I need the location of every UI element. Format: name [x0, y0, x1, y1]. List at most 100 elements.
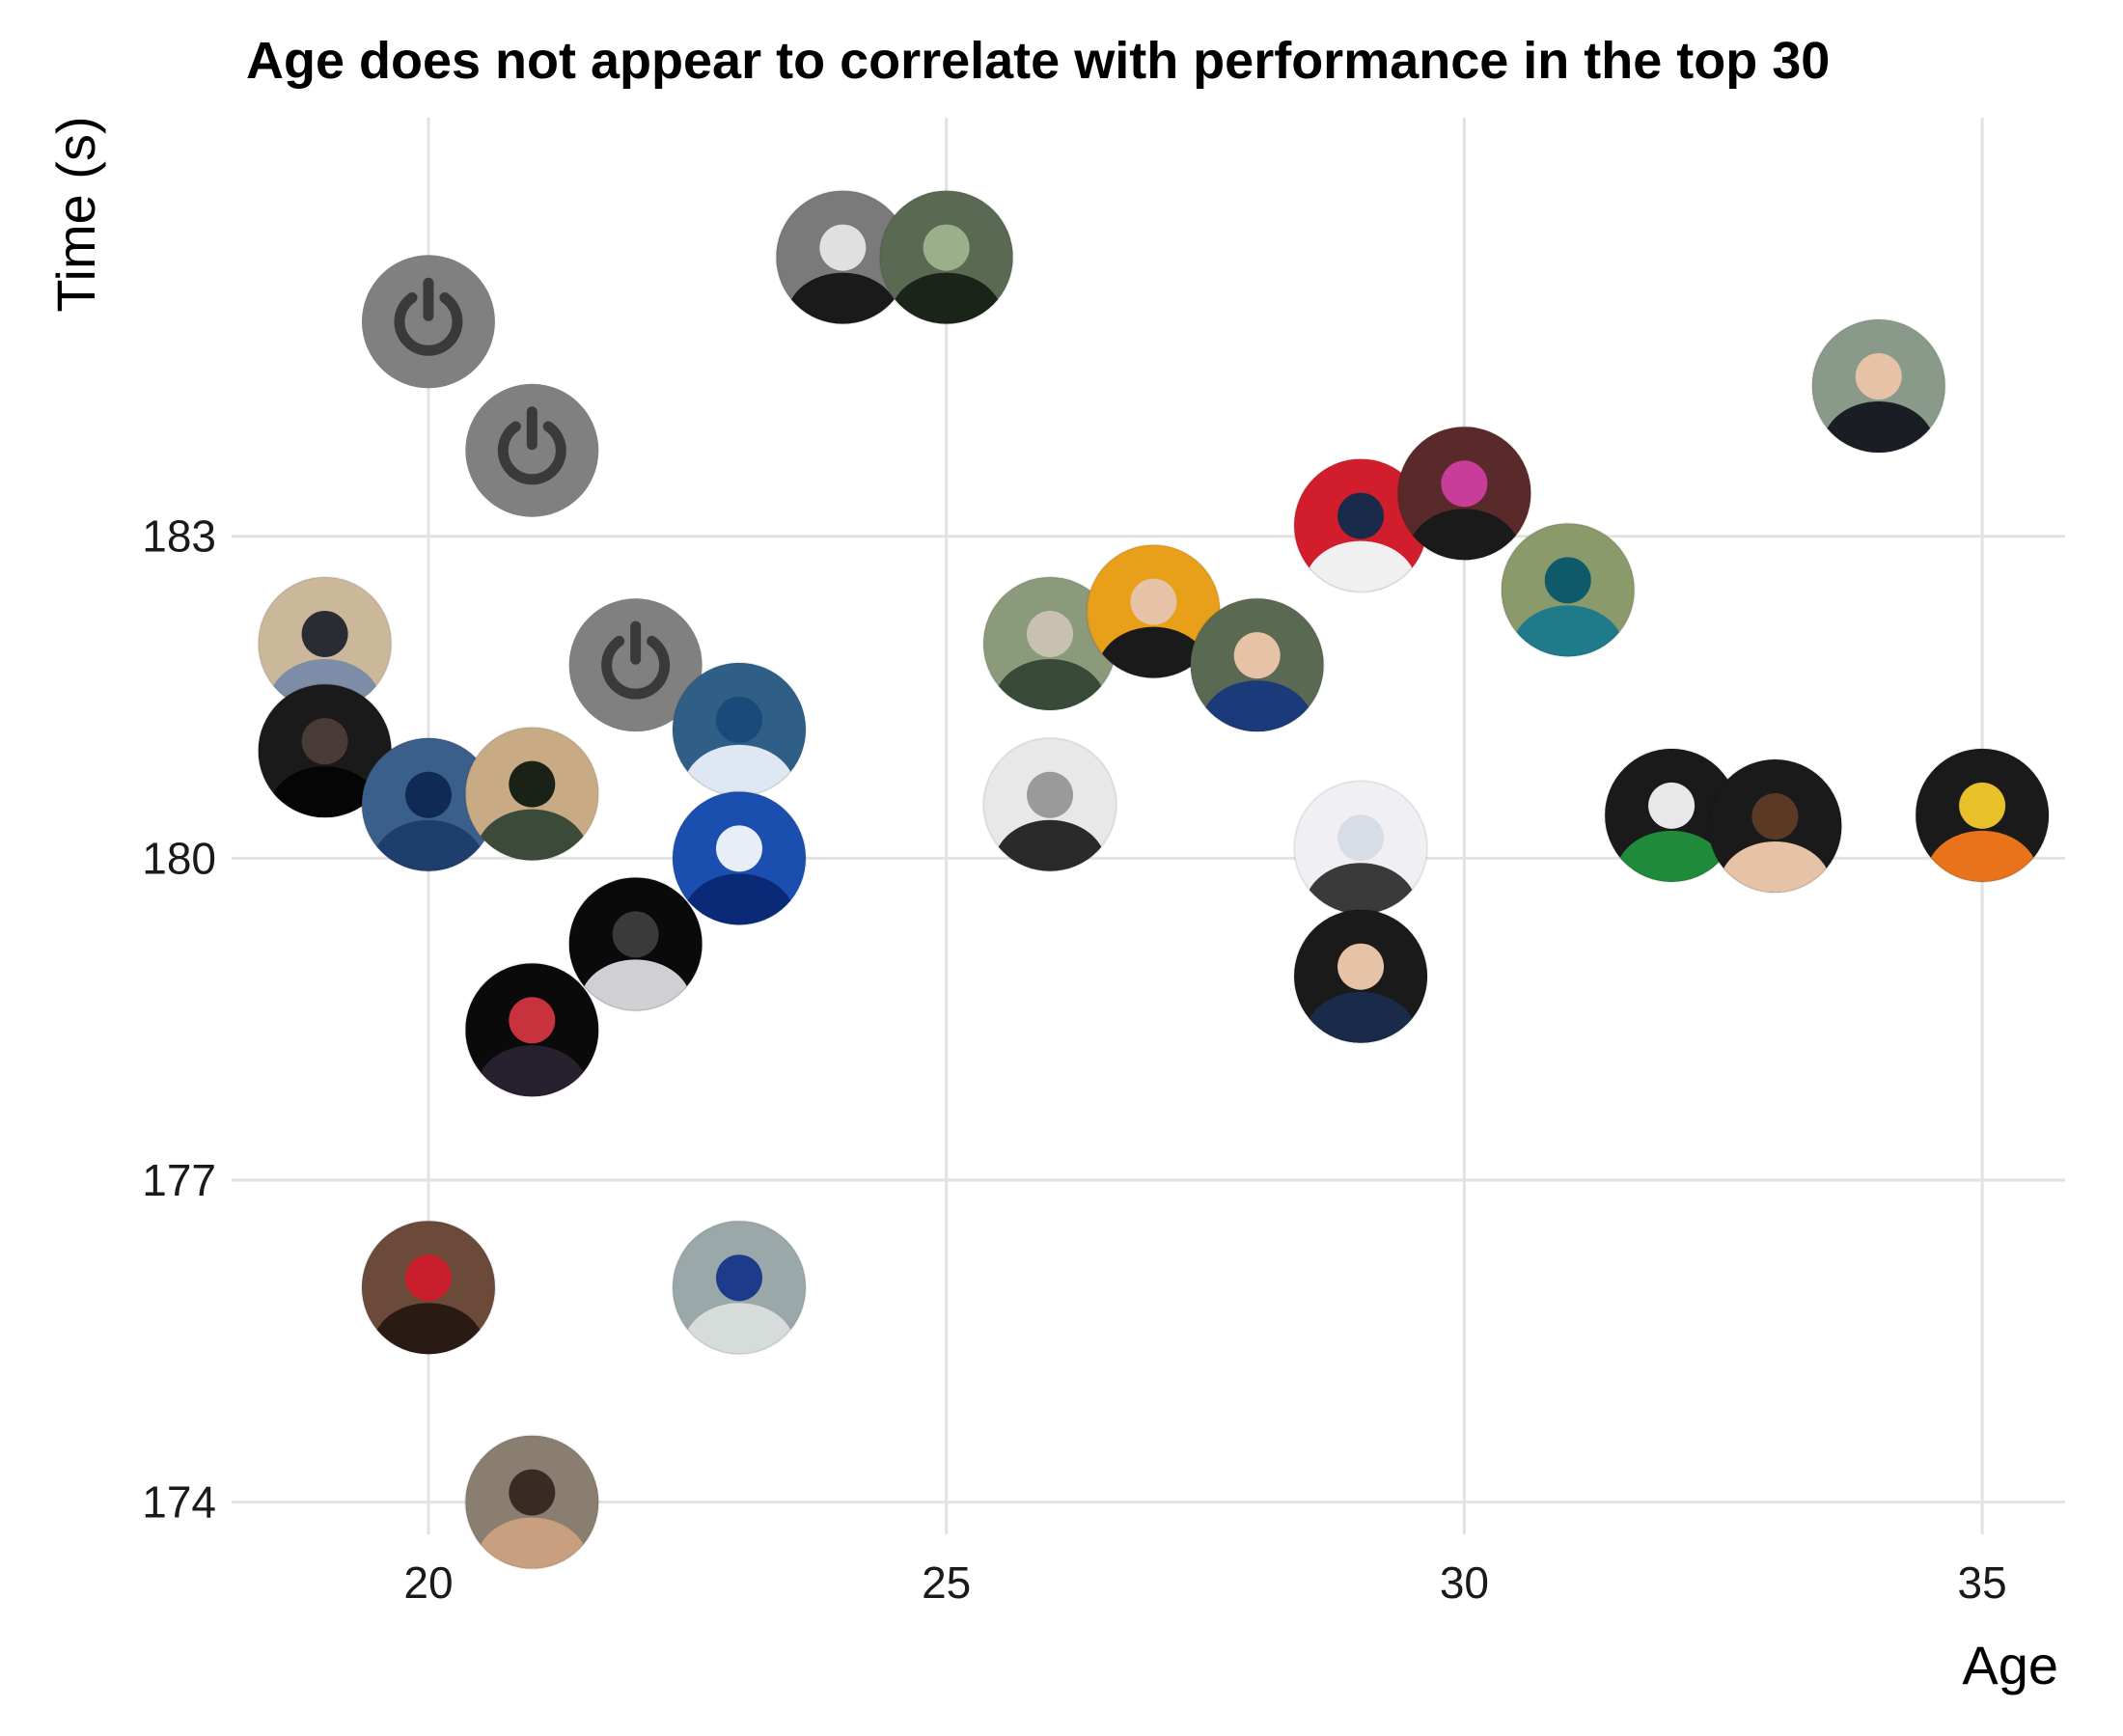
placeholder-marker	[465, 383, 599, 517]
rider-body	[476, 1045, 589, 1097]
rider-body	[786, 272, 899, 324]
placeholder-marker	[361, 255, 495, 389]
rider-head	[509, 1469, 556, 1516]
data-point	[568, 598, 703, 732]
rider-body	[1097, 626, 1210, 678]
rider-body	[994, 658, 1107, 710]
rider-body	[372, 819, 484, 871]
photo-frame	[464, 1434, 600, 1570]
x-tick-label: 20	[403, 1557, 453, 1608]
rider-body	[1926, 830, 2039, 882]
photo-frame	[1915, 747, 2051, 883]
rider-body	[1408, 509, 1521, 561]
data-point	[361, 255, 495, 389]
rider-body	[476, 1517, 589, 1569]
rider-body	[1305, 991, 1418, 1043]
photo-frame	[1707, 758, 1843, 894]
photo-frame	[1810, 318, 1946, 455]
rider-head	[1233, 632, 1281, 679]
y-axis-ticks: 174 177 180 183	[142, 511, 216, 1528]
power-icon	[601, 635, 671, 700]
rider-head	[509, 760, 556, 808]
data-point	[1915, 747, 2051, 883]
photo-frame	[878, 189, 1014, 325]
data-point	[257, 683, 393, 819]
data-point	[1500, 522, 1636, 658]
data-point	[464, 1434, 600, 1570]
rider-body	[1719, 841, 1832, 893]
rider-head	[715, 825, 762, 872]
photo-frame	[464, 962, 600, 1098]
x-axis-ticks: 20 25 30 35	[403, 1557, 2006, 1608]
data-point	[671, 1220, 807, 1356]
rider-head	[923, 224, 970, 271]
photo-frame	[671, 790, 807, 926]
rider-head	[1337, 943, 1385, 990]
photo-frame	[360, 1220, 496, 1356]
photo-frame	[1396, 426, 1532, 562]
rider-head	[819, 224, 867, 271]
rider-head	[1648, 782, 1696, 829]
data-point	[1086, 543, 1222, 679]
rider-head	[1130, 578, 1177, 625]
data-point	[775, 189, 911, 325]
data-point	[1396, 426, 1532, 562]
rider-head	[1337, 492, 1385, 539]
data-point	[360, 1220, 496, 1356]
rider-body	[890, 272, 1003, 324]
x-tick-label: 25	[922, 1557, 971, 1608]
rider-head	[1027, 771, 1074, 818]
rider-body	[1200, 680, 1313, 732]
x-axis-title: Age	[1962, 1635, 2058, 1695]
data-point	[671, 790, 807, 926]
data-point	[567, 876, 703, 1012]
rider-head	[404, 771, 452, 818]
rider-head	[1544, 557, 1591, 604]
rider-body	[682, 873, 795, 925]
rider-head	[1027, 610, 1074, 657]
rider-head	[715, 696, 762, 743]
data-point	[1293, 457, 1429, 593]
rider-body	[682, 744, 795, 796]
data-point	[464, 962, 600, 1098]
photo-frame	[1500, 522, 1636, 658]
photo-frame	[1293, 908, 1429, 1044]
rider-head	[509, 997, 556, 1044]
y-tick-label: 180	[142, 833, 216, 883]
placeholder-marker	[568, 598, 703, 732]
rider-body	[1511, 605, 1624, 657]
data-point	[464, 726, 600, 862]
y-axis-title: Time (s)	[45, 116, 106, 312]
photo-frame	[671, 1220, 807, 1356]
power-icon	[497, 421, 566, 485]
rider-body	[1305, 863, 1418, 915]
y-tick-label: 174	[142, 1477, 216, 1528]
chart-title: Age does not appear to correlate with pe…	[246, 32, 1830, 90]
data-point	[982, 736, 1118, 872]
rider-head	[1855, 353, 1902, 400]
photo-frame	[567, 876, 703, 1012]
rider-head	[715, 1254, 762, 1302]
rider-body	[1305, 540, 1418, 592]
rider-body	[579, 959, 692, 1011]
rider-head	[404, 1254, 452, 1302]
rider-head	[301, 610, 348, 657]
data-point	[465, 383, 599, 517]
rider-body	[268, 766, 381, 818]
rider-head	[1337, 814, 1385, 862]
y-tick-label: 177	[142, 1155, 216, 1205]
rider-head	[1441, 460, 1488, 508]
data-points	[257, 189, 2051, 1570]
rider-body	[994, 819, 1107, 871]
data-point	[878, 189, 1014, 325]
photo-frame	[464, 726, 600, 862]
data-point	[1189, 597, 1325, 733]
rider-head	[612, 911, 659, 958]
rider-body	[682, 1303, 795, 1355]
rider-head	[301, 718, 348, 765]
data-point	[1810, 318, 1946, 455]
rider-body	[1615, 830, 1728, 882]
rider-body	[476, 809, 589, 861]
rider-head	[1751, 793, 1799, 840]
y-tick-label: 183	[142, 511, 216, 562]
